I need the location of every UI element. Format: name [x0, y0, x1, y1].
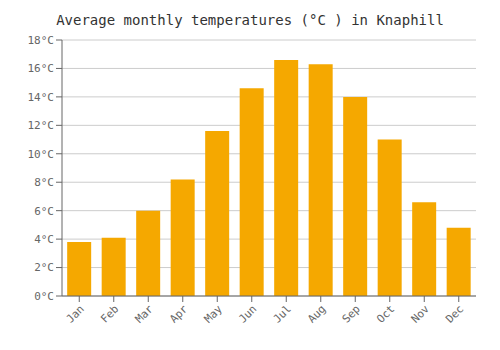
svg-text:Nov: Nov [409, 302, 433, 326]
svg-text:Aug: Aug [305, 302, 328, 325]
svg-text:2°C: 2°C [34, 261, 54, 274]
svg-text:0°C: 0°C [34, 290, 54, 303]
svg-text:8°C: 8°C [34, 176, 54, 189]
svg-text:Sep: Sep [340, 302, 363, 325]
svg-text:Feb: Feb [98, 302, 121, 325]
svg-text:Mar: Mar [133, 302, 157, 326]
svg-text:16°C: 16°C [28, 62, 55, 75]
svg-text:10°C: 10°C [28, 148, 55, 161]
svg-text:12°C: 12°C [28, 119, 55, 132]
svg-text:Jul: Jul [271, 302, 294, 325]
svg-text:Jun: Jun [236, 302, 259, 325]
svg-text:4°C: 4°C [34, 233, 54, 246]
svg-text:Jan: Jan [64, 302, 87, 325]
svg-text:6°C: 6°C [34, 205, 54, 218]
svg-text:14°C: 14°C [28, 91, 55, 104]
svg-text:Oct: Oct [374, 302, 397, 325]
html-text:Average monthly temperatures (: Average monthly temperatures (°C ) in Kn… [56, 12, 444, 28]
svg-text:Dec: Dec [443, 302, 466, 325]
svg-text:Apr: Apr [167, 302, 191, 326]
svg-text:18°C: 18°C [28, 34, 55, 47]
svg-text:May: May [202, 302, 226, 326]
